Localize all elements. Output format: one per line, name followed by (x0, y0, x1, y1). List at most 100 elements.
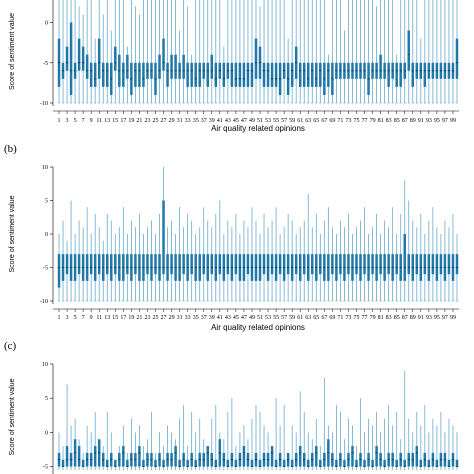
x-tick-label: 37 (201, 315, 207, 321)
box-body (69, 22, 73, 95)
x-tick-label: 99 (450, 118, 456, 124)
box-body (254, 38, 258, 79)
x-tick-label: 85 (394, 315, 400, 321)
box-body (214, 62, 218, 87)
box-body (439, 254, 443, 275)
x-tick-label: 59 (289, 118, 295, 124)
box-body (114, 254, 117, 275)
box-body (222, 62, 226, 87)
x-tick-label: 63 (305, 315, 311, 321)
x-tick-label: 57 (281, 315, 287, 321)
box-body (138, 62, 141, 87)
x-tick-label: 67 (321, 315, 327, 321)
box-body (302, 62, 306, 87)
x-tick-label: 69 (329, 118, 335, 124)
box-body (65, 46, 69, 71)
box-body (126, 54, 129, 79)
box-body (202, 254, 205, 275)
x-tick-label: 15 (112, 118, 118, 124)
box-body (106, 62, 109, 87)
x-tick-label: 51 (257, 118, 263, 124)
box-body (343, 459, 346, 467)
x-tick-label: 29 (169, 118, 175, 124)
x-tick-label: 19 (128, 118, 134, 124)
box-body (294, 254, 298, 275)
box-body (290, 459, 294, 467)
x-tick-label: 17 (120, 118, 126, 124)
box-body (274, 459, 278, 467)
box-body (371, 254, 374, 275)
box-body (282, 459, 286, 467)
y-axis-title: Score of sentiment value (9, 378, 16, 455)
x-tick-label: 97 (442, 315, 448, 321)
x-tick-label: 11 (96, 315, 102, 321)
box-body (395, 62, 398, 87)
x-tick-label: 55 (273, 118, 279, 124)
x-tick-label: 47 (241, 118, 247, 124)
x-tick-label: 61 (297, 118, 303, 124)
box-body (97, 38, 101, 79)
box-body (186, 62, 189, 87)
box-body (194, 459, 197, 467)
box-body (423, 62, 427, 87)
box-body (85, 54, 89, 79)
x-tick-label: 91 (418, 118, 424, 124)
box-body (242, 62, 246, 87)
box-body (170, 54, 173, 79)
x-tick-label: 39 (209, 118, 215, 124)
box-body (315, 62, 318, 87)
box-body (230, 62, 234, 87)
x-tick-label: 13 (104, 315, 110, 321)
x-tick-label: 99 (450, 315, 456, 321)
box-body (190, 254, 193, 275)
box-body (138, 446, 141, 467)
box-body (97, 254, 101, 275)
x-tick-label: 27 (161, 315, 167, 321)
box-body (302, 254, 306, 275)
box-body (93, 62, 97, 87)
panel-c-chart: -5 0 5 10 Score of sentiment value (9, 362, 459, 474)
box-body (371, 459, 374, 467)
box-body (407, 254, 410, 275)
box-body (262, 62, 266, 87)
x-tick-label: 45 (233, 315, 239, 321)
box-body (339, 254, 342, 275)
box-body (270, 446, 274, 467)
box-body (77, 254, 81, 275)
box-body (379, 254, 382, 275)
box-body (182, 254, 185, 275)
x-tick-label: 39 (209, 315, 215, 321)
x-tick-label: 35 (193, 315, 199, 321)
box-body (266, 62, 270, 87)
box-body (122, 446, 125, 467)
y-tick-label: 0 (45, 430, 48, 436)
y-tick-label: -10 (40, 101, 48, 107)
box-body (395, 459, 398, 467)
y-axis-title: Score of sentiment value (9, 13, 16, 90)
x-tick-label: 79 (370, 118, 376, 124)
box-body (335, 459, 338, 467)
x-tick-label: 17 (120, 315, 126, 321)
box-body (214, 459, 218, 467)
box-body (226, 254, 230, 275)
x-tick-label: 75 (353, 315, 359, 321)
x-axis-title: Air quality related opinions (211, 323, 305, 332)
box-body (206, 62, 209, 87)
x-tick-label: 33 (185, 315, 191, 321)
box-body (427, 459, 431, 467)
box-body (182, 54, 185, 79)
box-body (407, 30, 410, 71)
x-tick-label: 81 (378, 118, 384, 124)
box-body (415, 446, 419, 467)
box-body (158, 54, 161, 79)
box-body (122, 62, 125, 87)
y-tick-label: 0 (45, 232, 48, 238)
x-tick-label: 77 (362, 118, 368, 124)
box-body (311, 254, 314, 275)
x-tick-label: 75 (353, 118, 359, 124)
x-tick-label: 61 (297, 315, 303, 321)
x-tick-label: 47 (241, 315, 247, 321)
x-tick-label: 83 (386, 118, 392, 124)
x-tick-label: 19 (128, 315, 134, 321)
x-tick-label: 7 (82, 118, 85, 124)
